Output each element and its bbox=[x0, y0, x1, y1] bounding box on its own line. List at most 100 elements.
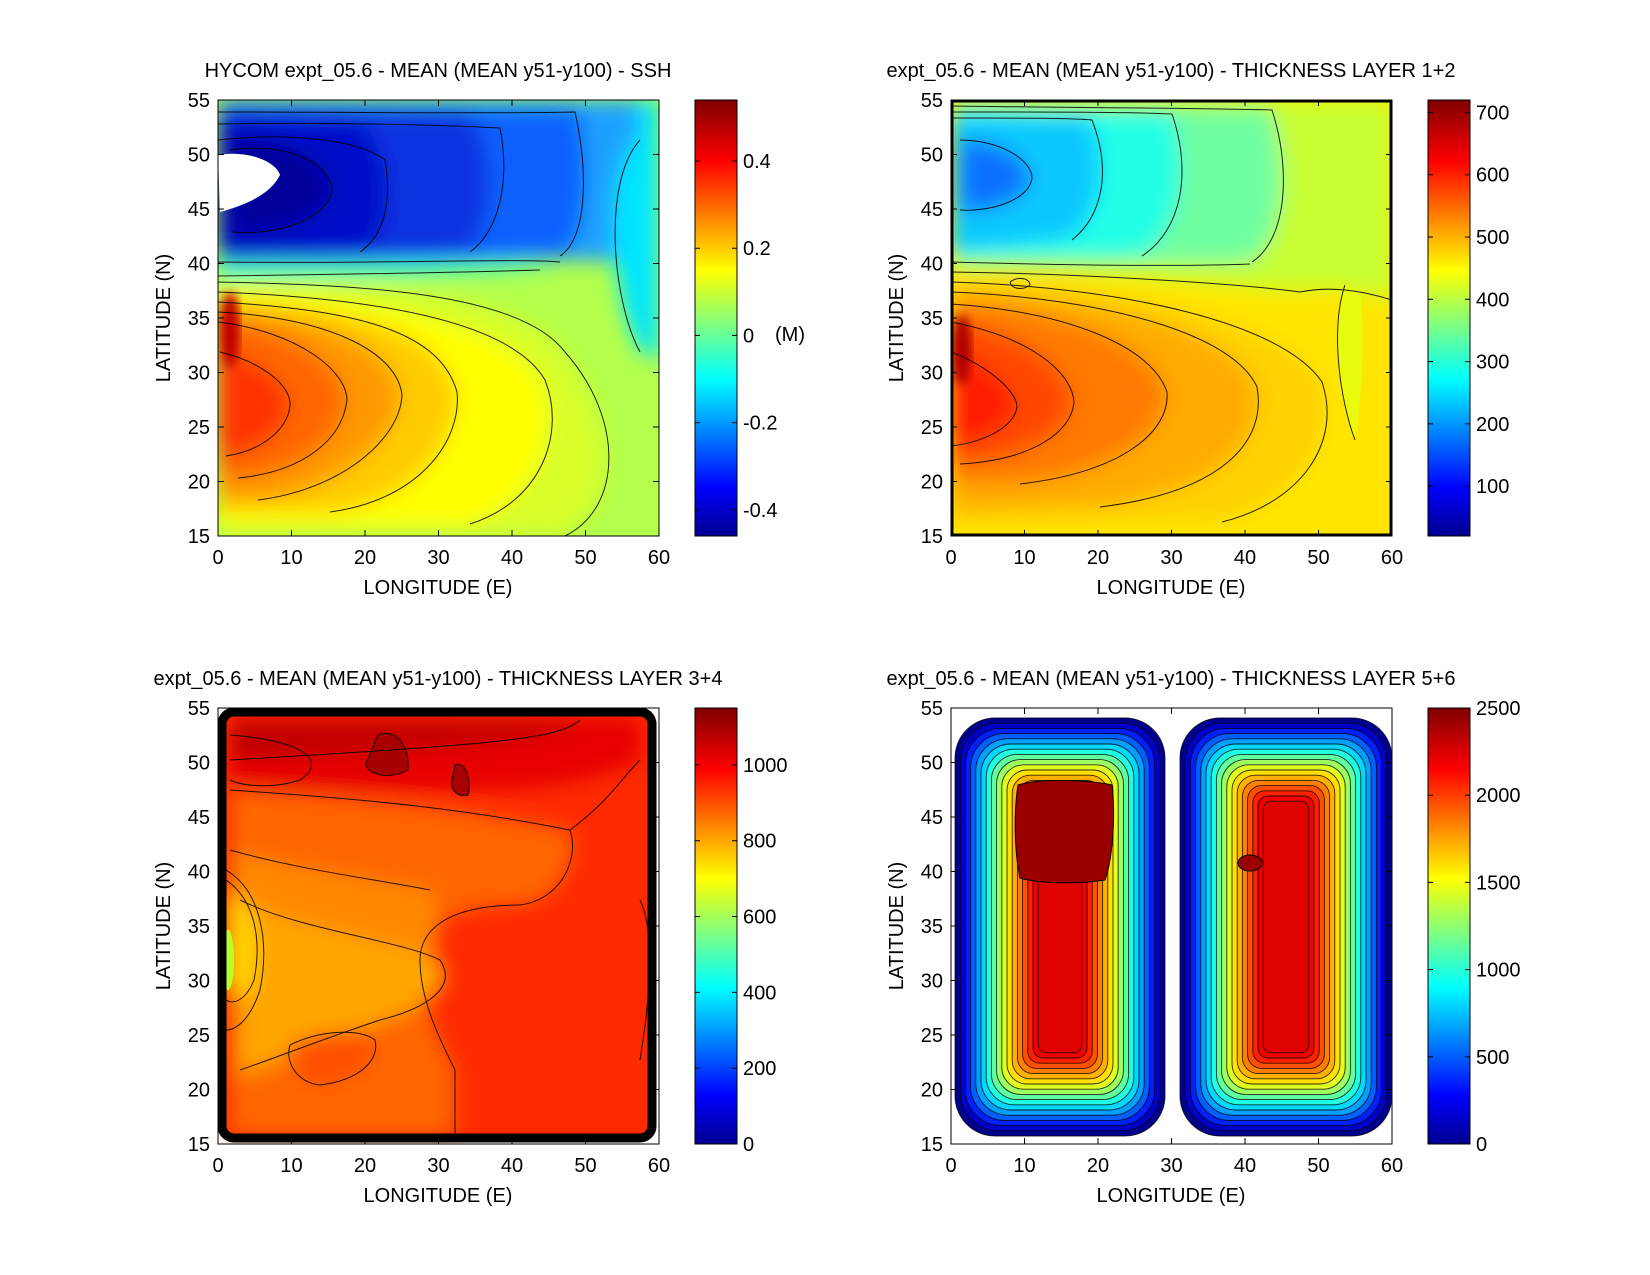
layer12-y-tick-label: 45 bbox=[921, 199, 943, 221]
ssh-y-tick-label: 30 bbox=[188, 363, 210, 385]
layer12-x-axis: 0 10 20 30 40 50 60 bbox=[945, 100, 1403, 569]
layer34-x-tick-label: 40 bbox=[501, 1155, 523, 1177]
layer34-colorbar-label: 200 bbox=[743, 1058, 776, 1080]
layer12-y-tick-label: 25 bbox=[921, 417, 943, 439]
layer56-title: expt_05.6 - MEAN (MEAN y51-y100) - THICK… bbox=[887, 668, 1456, 690]
layer34-colorbar-label: 600 bbox=[743, 907, 776, 929]
ssh-colorbar-label: 0 bbox=[743, 325, 754, 347]
layer34-field bbox=[218, 708, 659, 1144]
ssh-colorbar-label: -0.4 bbox=[743, 500, 777, 522]
ssh-y-tick-label: 55 bbox=[188, 90, 210, 112]
layer12-y-tick-label: 50 bbox=[921, 145, 943, 167]
layer56-x-tick-label: 40 bbox=[1234, 1155, 1256, 1177]
ssh-xlabel: LONGITUDE (E) bbox=[364, 577, 513, 599]
layer12-y-tick-label: 15 bbox=[921, 526, 943, 548]
layer34-x-tick-label: 50 bbox=[574, 1155, 596, 1177]
layer34-y-tick-label: 45 bbox=[188, 807, 210, 829]
layer12-y-tick-label: 55 bbox=[921, 90, 943, 112]
layer34-y-tick-label: 15 bbox=[188, 1134, 210, 1156]
layer56-x-tick-label: 50 bbox=[1307, 1155, 1329, 1177]
layer12-x-tick-label: 60 bbox=[1381, 547, 1403, 569]
ssh-y-tick-label: 15 bbox=[188, 526, 210, 548]
ssh-colorbar-gradient bbox=[694, 99, 738, 537]
ssh-x-axis: 0 10 20 30 40 50 60 bbox=[212, 100, 670, 569]
layer56-y-tick-label: 25 bbox=[921, 1025, 943, 1047]
ssh-y-tick-label: 45 bbox=[188, 199, 210, 221]
layer56-x-tick-label: 0 bbox=[945, 1155, 956, 1177]
layer56-colorbar-label: 500 bbox=[1476, 1047, 1509, 1069]
layer34-x-tick-label: 60 bbox=[648, 1155, 670, 1177]
ssh-panel: HYCOM expt_05.6 - MEAN (MEAN y51-y100) -… bbox=[153, 60, 805, 599]
layer34-x-axis: 0 10 20 30 40 50 60 bbox=[212, 708, 670, 1177]
layer12-colorbar-label: 500 bbox=[1476, 227, 1509, 249]
layer56-colorbar-label: 1000 bbox=[1476, 960, 1521, 982]
layer34-y-tick-label: 25 bbox=[188, 1025, 210, 1047]
ssh-colorbar: 0.4 0.2 0 -0.2 -0.4 (M) bbox=[694, 99, 805, 537]
layer56-east-basin bbox=[1179, 717, 1392, 1137]
layer56-x-tick-label: 30 bbox=[1160, 1155, 1182, 1177]
ssh-x-tick-label: 20 bbox=[354, 547, 376, 569]
layer34-colorbar-label: 400 bbox=[743, 982, 776, 1004]
layer34-x-tick-label: 20 bbox=[354, 1155, 376, 1177]
layer12-x-tick-label: 30 bbox=[1160, 547, 1182, 569]
layer34-y-tick-label: 40 bbox=[188, 862, 210, 884]
layer34-x-tick-label: 10 bbox=[280, 1155, 302, 1177]
ssh-y-tick-label: 20 bbox=[188, 472, 210, 494]
layer12-y-tick-label: 30 bbox=[921, 363, 943, 385]
ssh-ylabel: LATITUDE (N) bbox=[153, 254, 175, 383]
ssh-x-tick-label: 60 bbox=[648, 547, 670, 569]
layer56-y-axis: 15 20 25 30 35 40 45 50 55 bbox=[921, 698, 1392, 1156]
layer56-y-tick-label: 40 bbox=[921, 862, 943, 884]
layer12-y-tick-label: 40 bbox=[921, 254, 943, 276]
ssh-y-tick-label: 35 bbox=[188, 308, 210, 330]
layer56-x-tick-label: 10 bbox=[1013, 1155, 1035, 1177]
layer34-title: expt_05.6 - MEAN (MEAN y51-y100) - THICK… bbox=[154, 668, 723, 690]
ssh-colorbar-label: 0.4 bbox=[743, 151, 771, 173]
layer56-y-tick-label: 15 bbox=[921, 1134, 943, 1156]
layer12-colorbar-label: 700 bbox=[1476, 102, 1509, 124]
layer34-x-tick-label: 0 bbox=[212, 1155, 223, 1177]
layer56-colorbar-label: 1500 bbox=[1476, 872, 1521, 894]
layer12-x-tick-label: 50 bbox=[1307, 547, 1329, 569]
layer56-y-tick-label: 50 bbox=[921, 753, 943, 775]
layer56-panel: expt_05.6 - MEAN (MEAN y51-y100) - THICK… bbox=[886, 668, 1521, 1207]
layer56-colorbar-label: 0 bbox=[1476, 1134, 1487, 1156]
layer34-y-tick-label: 50 bbox=[188, 753, 210, 775]
layer34-xlabel: LONGITUDE (E) bbox=[364, 1185, 513, 1207]
layer56-y-tick-label: 55 bbox=[921, 698, 943, 720]
layer34-y-tick-label: 35 bbox=[188, 916, 210, 938]
layer12-colorbar-gradient bbox=[1427, 99, 1471, 537]
layer34-colorbar-label: 1000 bbox=[743, 755, 788, 777]
layer34-panel: expt_05.6 - MEAN (MEAN y51-y100) - THICK… bbox=[153, 668, 788, 1207]
layer12-colorbar-label: 600 bbox=[1476, 165, 1509, 187]
layer56-y-tick-label: 35 bbox=[921, 916, 943, 938]
ssh-x-tick-label: 0 bbox=[212, 547, 223, 569]
layer56-contour-band bbox=[1262, 800, 1310, 1054]
ssh-field bbox=[218, 100, 659, 536]
layer12-title: expt_05.6 - MEAN (MEAN y51-y100) - THICK… bbox=[887, 60, 1456, 82]
layer56-x-axis: 0 10 20 30 40 50 60 bbox=[945, 708, 1403, 1177]
ssh-x-tick-label: 10 bbox=[280, 547, 302, 569]
ssh-colorbar-label: -0.2 bbox=[743, 413, 777, 435]
layer12-x-tick-label: 0 bbox=[945, 547, 956, 569]
layer34-colorbar: 1000 800 600 400 200 0 bbox=[694, 707, 788, 1156]
layer56-colorbar-gradient bbox=[1427, 707, 1471, 1145]
ssh-colorbar-label: 0.2 bbox=[743, 238, 771, 260]
layer12-colorbar-label: 400 bbox=[1476, 289, 1509, 311]
layer12-x-tick-label: 10 bbox=[1013, 547, 1035, 569]
layer34-y-tick-label: 30 bbox=[188, 971, 210, 993]
layer12-colorbar-label: 100 bbox=[1476, 476, 1509, 498]
layer34-colorbar-gradient bbox=[694, 707, 738, 1145]
layer56-x-tick-label: 60 bbox=[1381, 1155, 1403, 1177]
layer12-field bbox=[951, 100, 1392, 536]
ssh-x-tick-label: 30 bbox=[427, 547, 449, 569]
layer56-y-tick-label: 30 bbox=[921, 971, 943, 993]
layer34-y-tick-label: 55 bbox=[188, 698, 210, 720]
layer12-y-tick-label: 35 bbox=[921, 308, 943, 330]
ssh-y-tick-label: 40 bbox=[188, 254, 210, 276]
layer12-x-tick-label: 40 bbox=[1234, 547, 1256, 569]
ssh-x-tick-label: 40 bbox=[501, 547, 523, 569]
ssh-y-tick-label: 50 bbox=[188, 145, 210, 167]
ssh-y-tick-label: 25 bbox=[188, 417, 210, 439]
